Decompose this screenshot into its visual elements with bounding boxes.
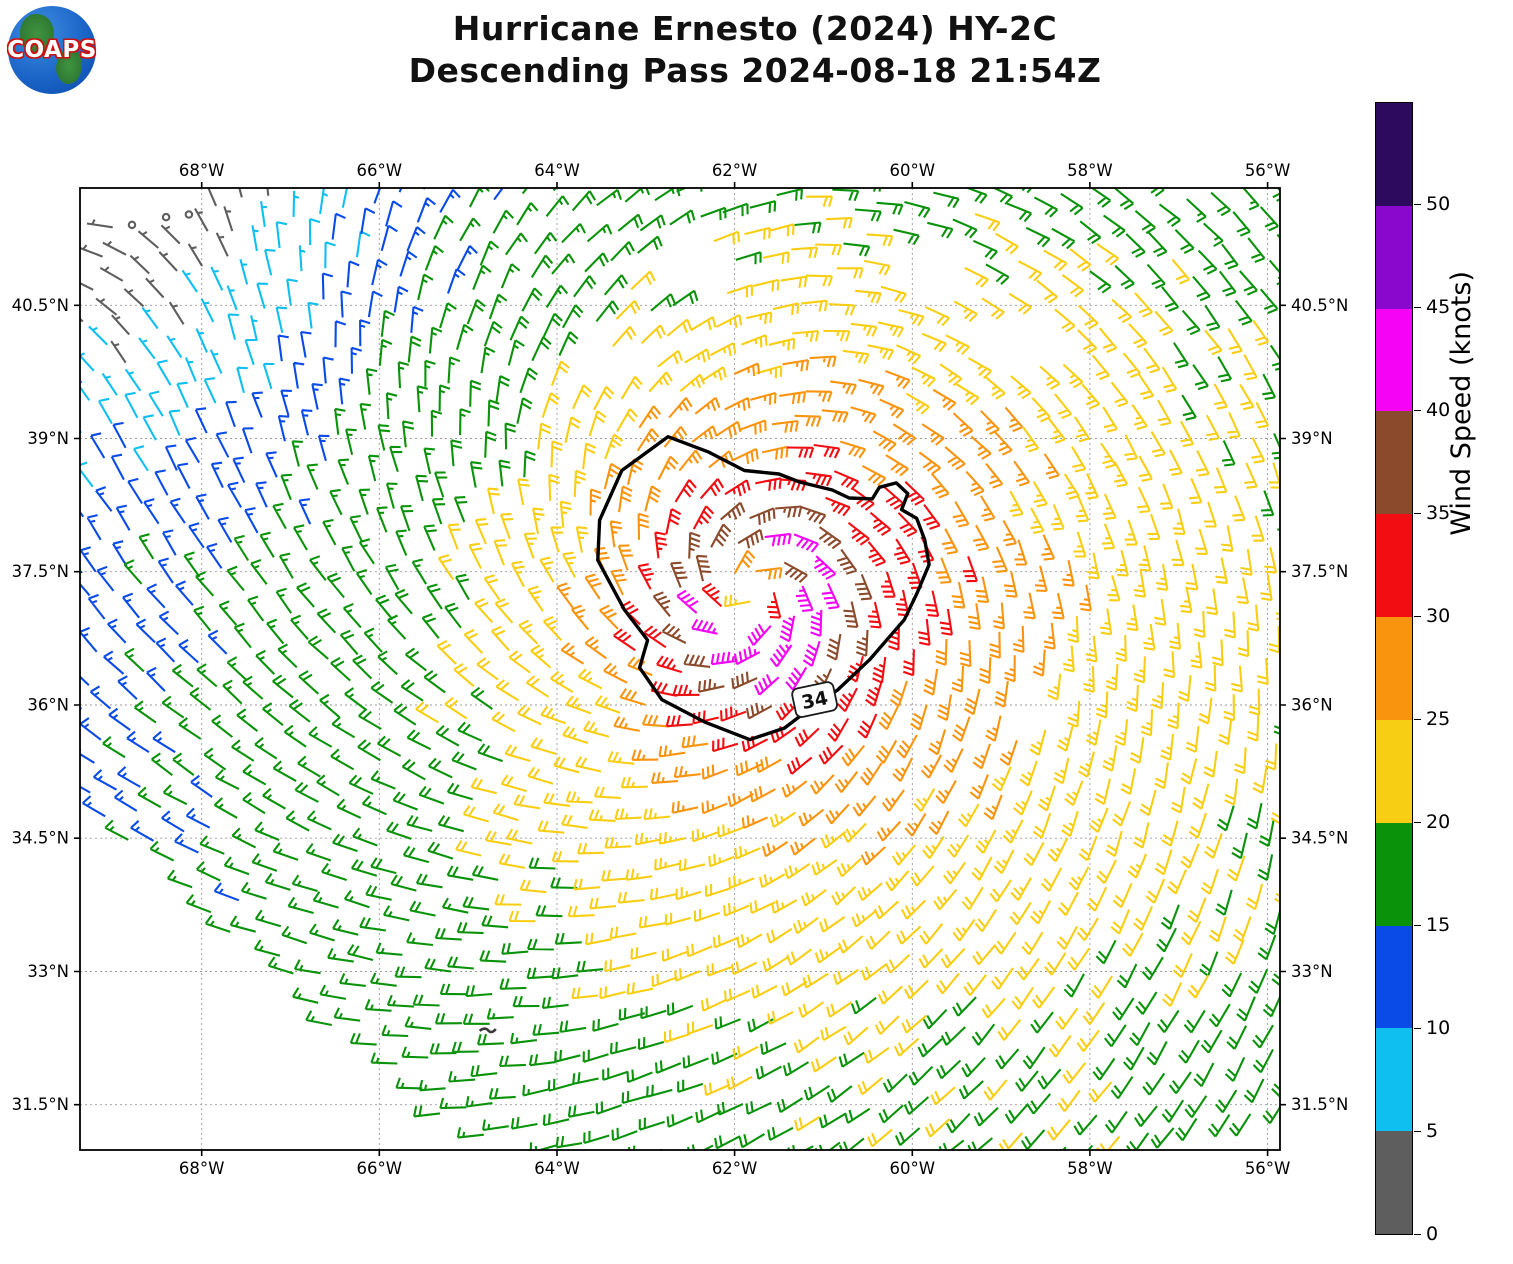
- colorbar-tick-mark: [1414, 822, 1421, 823]
- y-tick-label-right: 34.5°N: [1291, 829, 1348, 848]
- x-tick-label-top: 66°W: [357, 161, 403, 180]
- x-tick-label-top: 56°W: [1245, 161, 1291, 180]
- wind-barbs-bin-0: [80, 188, 270, 364]
- colorbar-segment-30: [1376, 514, 1412, 618]
- wind-barbs-bin-40: [676, 532, 840, 696]
- colorbar-tick-mark: [1414, 719, 1421, 720]
- colorbar-tick-mark: [1414, 1234, 1421, 1235]
- colorbar-segment-5: [1376, 1028, 1412, 1132]
- colorbar-segment-45: [1376, 205, 1412, 309]
- wind-barbs-bin-35: [652, 501, 873, 720]
- colorbar-tick-label: 15: [1426, 914, 1451, 937]
- gridlines: [80, 188, 1280, 1150]
- page-title: Hurricane Ernesto (2024) HY-2C Descendin…: [0, 8, 1510, 92]
- coaps-logo-text: COAPS: [7, 37, 97, 63]
- wind-barbs-bin-10: [80, 188, 504, 902]
- contour-34kt-label: 34: [791, 681, 838, 718]
- title-line-2: Descending Pass 2024-08-18 21:54Z: [408, 51, 1102, 90]
- axis-tick-marks: [74, 182, 1286, 1156]
- y-tick-label-left: 40.5°N: [12, 296, 69, 315]
- y-tick-label-left: 39°N: [27, 429, 69, 448]
- colorbar-segment-10: [1376, 925, 1412, 1029]
- colorbar-tick-label: 35: [1426, 502, 1451, 525]
- colorbar-tick-mark: [1414, 925, 1421, 926]
- colorbar-tick-label: 10: [1426, 1017, 1451, 1040]
- x-tick-label-top: 58°W: [1067, 161, 1113, 180]
- x-tick-label-bottom: 56°W: [1245, 1159, 1291, 1178]
- colorbar-segment-40: [1376, 308, 1412, 412]
- colorbar-tick-label: 45: [1426, 296, 1451, 319]
- y-tick-label-right: 39°N: [1291, 429, 1333, 448]
- x-tick-label-top: 60°W: [890, 161, 936, 180]
- colorbar-tick-mark: [1414, 513, 1421, 514]
- wind-barbs-bin-25: [556, 355, 1092, 866]
- colorbar-segment-35: [1376, 411, 1412, 515]
- y-tick-label-right: 37.5°N: [1291, 562, 1348, 581]
- colorbar-tick-label: 20: [1426, 811, 1451, 834]
- contour-34kt: [596, 435, 931, 742]
- wind-barbs-bin-15: [102, 188, 1280, 1150]
- y-tick-label-left: 33°N: [27, 962, 69, 981]
- wind-barbs-bin-5: [80, 188, 371, 488]
- colorbar-segment-0: [1376, 1131, 1412, 1234]
- y-tick-label-left: 36°N: [27, 696, 69, 715]
- calm-wind-circle: [184, 210, 194, 219]
- title-line-1: Hurricane Ernesto (2024) HY-2C: [452, 9, 1058, 48]
- coaps-logo: COAPS: [7, 6, 97, 94]
- x-tick-label-top: 68°W: [179, 161, 225, 180]
- x-tick-label-bottom: 60°W: [890, 1159, 936, 1178]
- wind-barbs-bin-30: [613, 443, 978, 775]
- y-tick-label-right: 31.5°N: [1291, 1095, 1348, 1114]
- wind-barb-field: [80, 188, 1280, 1150]
- y-tick-label-right: 40.5°N: [1291, 296, 1348, 315]
- y-tick-label-right: 36°N: [1291, 696, 1333, 715]
- colorbar-tick-label: 40: [1426, 399, 1451, 422]
- colorbar-segment-20: [1376, 719, 1412, 823]
- x-tick-label-top: 64°W: [534, 161, 580, 180]
- colorbar-tick-mark: [1414, 410, 1421, 411]
- colorbar-tick-mark: [1414, 1028, 1421, 1029]
- x-tick-label-bottom: 68°W: [179, 1159, 225, 1178]
- colorbar-tick-mark: [1414, 307, 1421, 308]
- contour-34kt-label-text: 34: [800, 687, 830, 714]
- colorbar-segment-15: [1376, 822, 1412, 926]
- colorbar-title: Wind Speed (knots): [1446, 271, 1477, 536]
- colorbar-segment-50: [1376, 103, 1412, 206]
- colorbar-tick-label: 5: [1426, 1120, 1439, 1143]
- colorbar-ticks: 0 5 10 15 20 25 30 35 40 45 50: [1413, 102, 1493, 1245]
- x-tick-label-bottom: 62°W: [712, 1159, 758, 1178]
- colorbar-tick-mark: [1414, 616, 1421, 617]
- y-tick-label-left: 34.5°N: [12, 829, 69, 848]
- calm-wind-circle: [127, 220, 137, 230]
- colorbar-tick-label: 30: [1426, 605, 1451, 628]
- colorbar-segment-25: [1376, 617, 1412, 720]
- calm-wind-circle: [161, 212, 171, 222]
- colorbar-tick-label: 25: [1426, 708, 1451, 731]
- bermuda-island-outline: [478, 1027, 497, 1034]
- x-tick-label-bottom: 58°W: [1067, 1159, 1113, 1178]
- y-tick-label-left: 37.5°N: [12, 562, 69, 581]
- y-tick-label-right: 33°N: [1291, 962, 1333, 981]
- colorbar-tick-label: 0: [1426, 1223, 1439, 1246]
- colorbar-tick-mark: [1414, 1131, 1421, 1132]
- colorbar: [1375, 102, 1413, 1235]
- axes-frame: [79, 187, 1281, 1151]
- x-tick-label-top: 62°W: [712, 161, 758, 180]
- y-tick-label-left: 31.5°N: [12, 1095, 69, 1114]
- x-tick-label-bottom: 66°W: [357, 1159, 403, 1178]
- colorbar-tick-label: 50: [1426, 193, 1451, 216]
- wind-barbs-bin-20: [415, 195, 1280, 1150]
- x-tick-label-bottom: 64°W: [534, 1159, 580, 1178]
- colorbar-tick-mark: [1414, 204, 1421, 205]
